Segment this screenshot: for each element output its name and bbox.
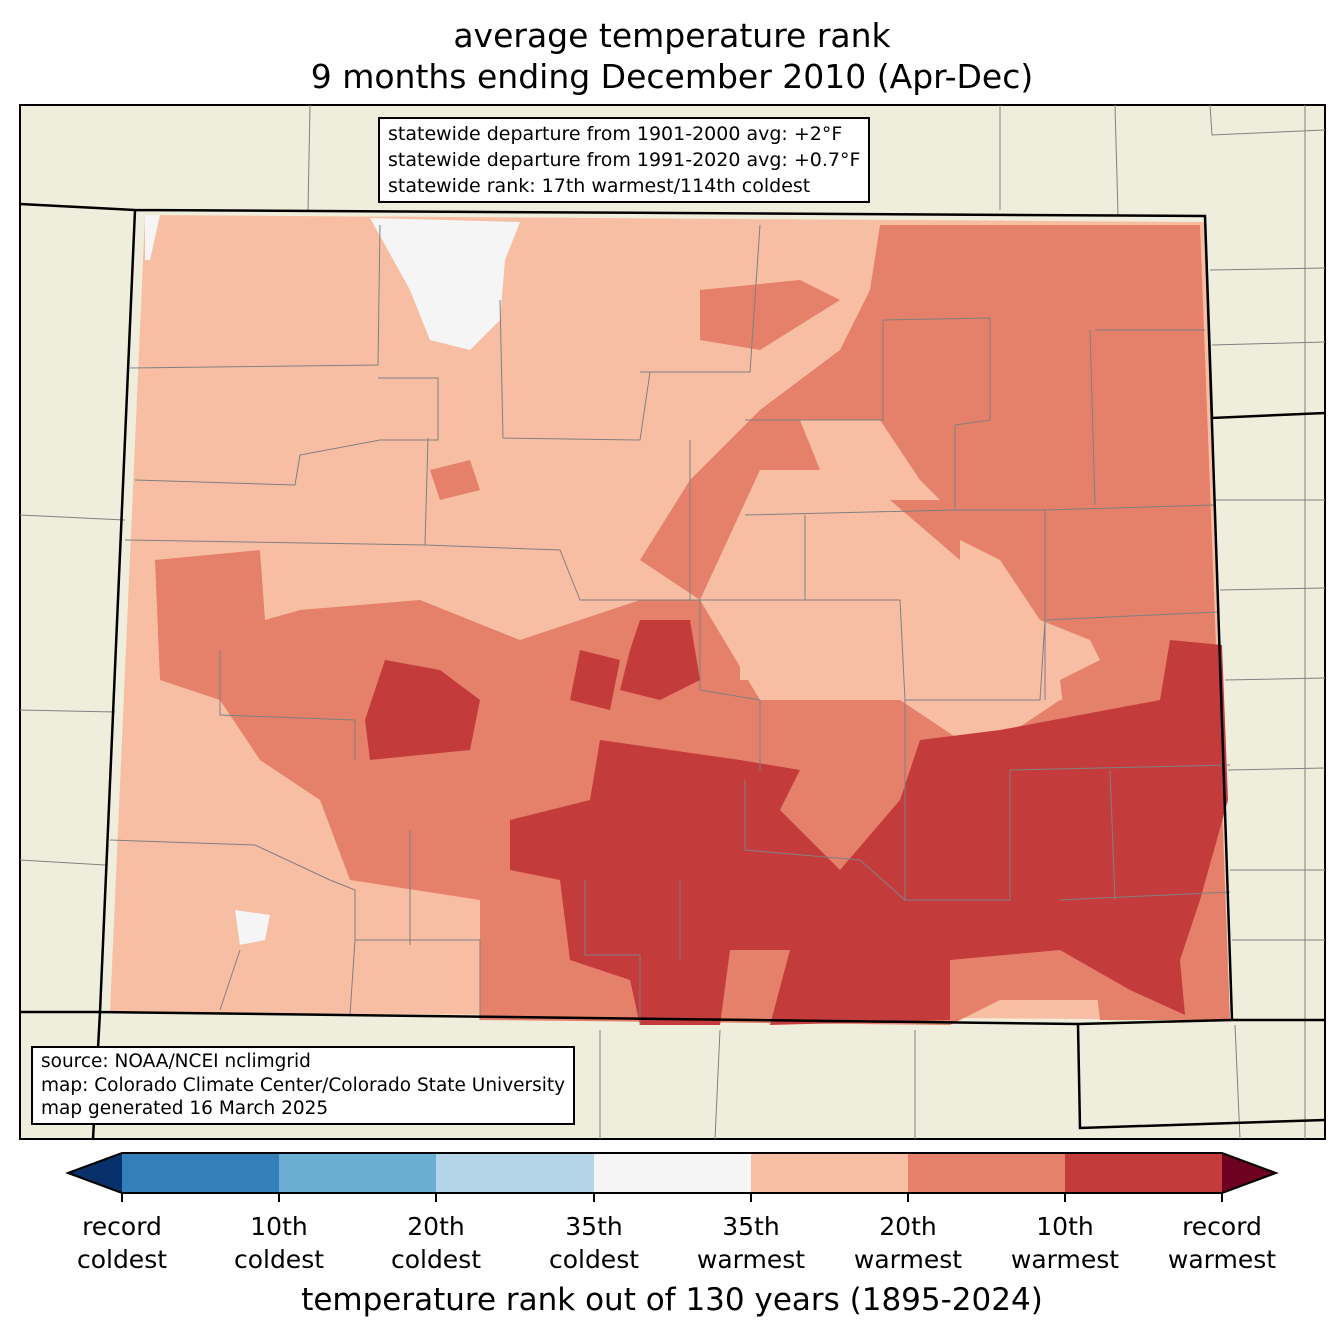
map-subtitle: 9 months ending December 2010 (Apr-Dec)	[310, 57, 1034, 96]
colorbar	[65, 1152, 1279, 1202]
colorbar-extend-warm	[1222, 1153, 1276, 1193]
colorbar-bin	[594, 1153, 751, 1193]
colorbar-tick-label: 35th warmest	[696, 1212, 806, 1274]
source-line: source: NOAA/NCEI nclimgrid	[41, 1051, 311, 1072]
colorbar-tick-label: 10th warmest	[1010, 1212, 1120, 1274]
county-lines	[109, 224, 1231, 1025]
departure-1901-2000: statewide departure from 1901-2000 avg: …	[388, 123, 843, 145]
colorbar-extend-cold	[68, 1153, 122, 1193]
colorbar-bin	[279, 1153, 436, 1193]
colorbar-bin	[436, 1153, 594, 1193]
departure-1991-2020: statewide departure from 1991-2020 avg: …	[388, 149, 861, 171]
neighbor-county-lines	[19, 104, 1326, 1140]
record-warm-regions	[365, 620, 1228, 1025]
colorbar-bin	[908, 1153, 1065, 1193]
colorbar-tick-label: 20th warmest	[853, 1212, 963, 1274]
map-credit-line: map: Colorado Climate Center/Colorado St…	[41, 1074, 566, 1096]
statewide-stats-box: statewide departure from 1901-2000 avg: …	[378, 117, 871, 203]
colorbar-label: temperature rank out of 130 years (1895-…	[301, 1282, 1043, 1318]
source-box: source: NOAA/NCEI nclimgrid map: Colorad…	[31, 1046, 576, 1125]
generated-date-line: map generated 16 March 2025	[41, 1098, 329, 1119]
colorbar-bin	[751, 1153, 908, 1193]
near-normal-regions	[145, 215, 520, 945]
colorbar-tick-label: record coldest	[76, 1212, 168, 1274]
colorbar-tick-label: record warmest	[1167, 1212, 1277, 1274]
warm20-inner-regions	[740, 420, 1100, 680]
statewide-rank: statewide rank: 17th warmest/114th colde…	[388, 175, 811, 197]
state-boundaries	[19, 202, 1326, 1140]
map-title: average temperature rank	[453, 16, 891, 55]
colorbar-bin	[122, 1153, 279, 1193]
colorbar-bin	[1065, 1153, 1222, 1193]
colorbar-tick-label: 10th coldest	[233, 1212, 325, 1274]
colorbar-tick-label: 20th coldest	[390, 1212, 482, 1274]
colorbar-tick-label: 35th coldest	[548, 1212, 640, 1274]
